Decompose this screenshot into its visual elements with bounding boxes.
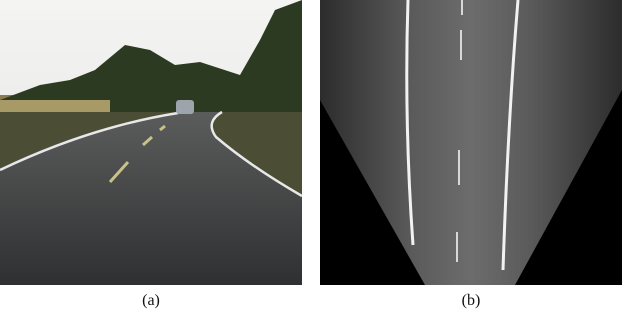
panel-a-image <box>0 0 302 285</box>
panel-label: (b) <box>421 292 521 310</box>
figure-images <box>0 0 622 290</box>
figure: (a) (b) <box>0 0 622 324</box>
panel-label: (a) <box>101 292 201 310</box>
panel-b-image <box>320 0 622 285</box>
